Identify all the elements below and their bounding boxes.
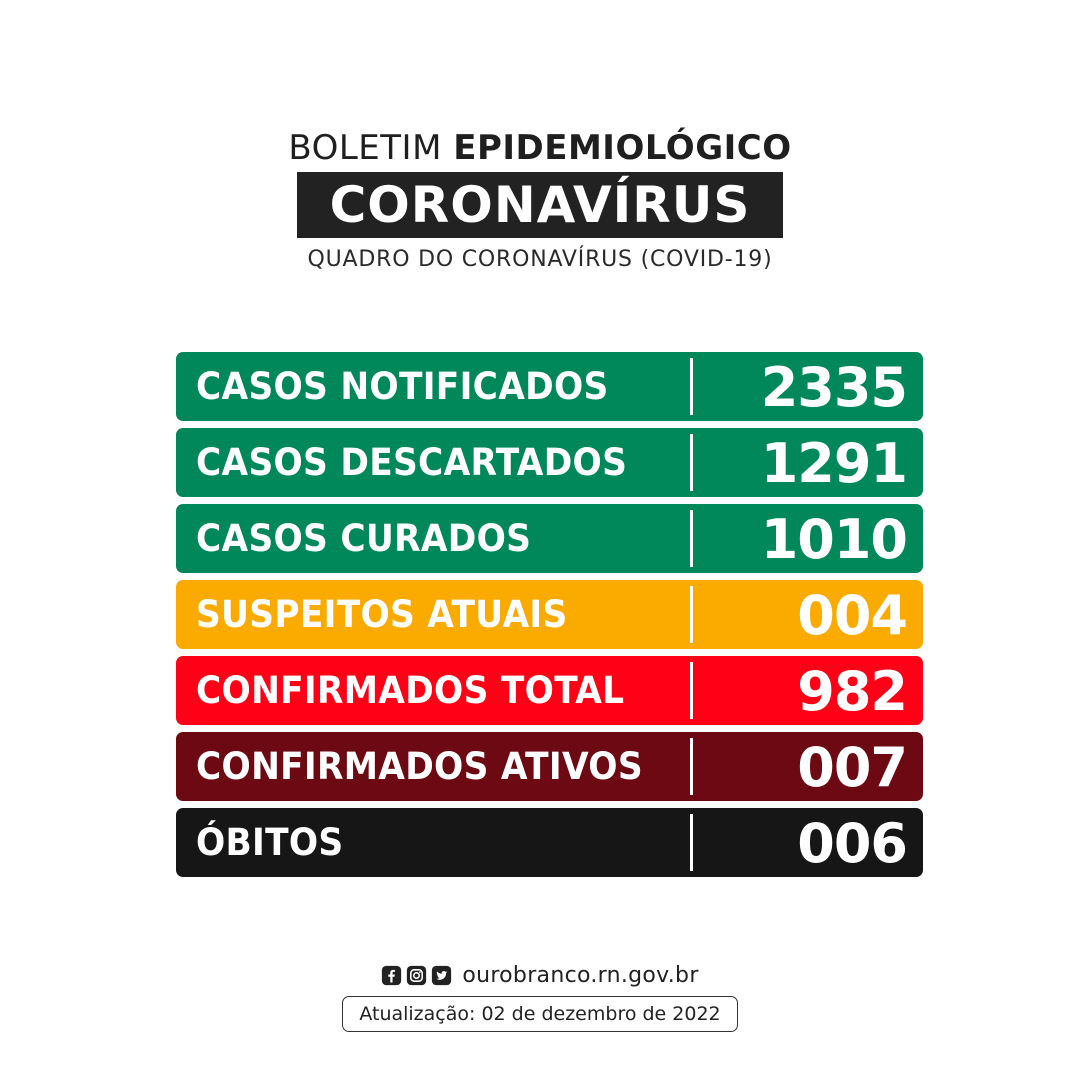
stat-value: 2335: [760, 356, 908, 419]
coronavirus-banner: CORONAVÍRUS: [297, 172, 783, 238]
stat-label: SUSPEITOS ATUAIS: [196, 593, 568, 636]
stat-divider: [690, 814, 693, 871]
stat-row-confirmados-ativos: CONFIRMADOS ATIVOS 007: [176, 732, 923, 801]
stat-value: 1010: [760, 508, 908, 571]
stat-divider: [690, 510, 693, 567]
stat-label: ÓBITOS: [196, 821, 344, 864]
stat-value: 007: [797, 736, 908, 799]
update-date: Atualização: 02 de dezembro de 2022: [342, 996, 738, 1032]
stat-divider: [690, 358, 693, 415]
stat-row-obitos: ÓBITOS 006: [176, 808, 923, 877]
stat-divider: [690, 434, 693, 491]
twitter-icon[interactable]: [431, 965, 452, 986]
stat-label: CASOS CURADOS: [196, 517, 532, 560]
stats-table: CASOS NOTIFICADOS 2335 CASOS DESCARTADOS…: [176, 352, 923, 884]
title-prefix: BOLETIM: [288, 128, 442, 168]
stat-label: CASOS DESCARTADOS: [196, 441, 628, 484]
stat-divider: [690, 662, 693, 719]
stat-row-casos-descartados: CASOS DESCARTADOS 1291: [176, 428, 923, 497]
stat-label: CASOS NOTIFICADOS: [196, 365, 609, 408]
stat-value: 004: [797, 584, 908, 647]
stat-row-suspeitos-atuais: SUSPEITOS ATUAIS 004: [176, 580, 923, 649]
stat-row-casos-curados: CASOS CURADOS 1010: [176, 504, 923, 573]
bulletin-title: BOLETIM EPIDEMIOLÓGICO: [0, 128, 1080, 168]
bulletin-header: BOLETIM EPIDEMIOLÓGICO CORONAVÍRUS QUADR…: [0, 128, 1080, 274]
bulletin-footer: ourobranco.rn.gov.br Atualização: 02 de …: [0, 960, 1080, 1032]
stat-divider: [690, 586, 693, 643]
social-line: ourobranco.rn.gov.br: [381, 960, 698, 990]
stat-label: CONFIRMADOS ATIVOS: [196, 745, 643, 788]
stat-value: 1291: [760, 432, 908, 495]
stat-value: 982: [797, 660, 908, 723]
stat-divider: [690, 738, 693, 795]
stat-label: CONFIRMADOS TOTAL: [196, 669, 625, 712]
stat-row-confirmados-total: CONFIRMADOS TOTAL 982: [176, 656, 923, 725]
website-link[interactable]: ourobranco.rn.gov.br: [462, 962, 699, 988]
stat-value: 006: [797, 812, 908, 875]
stat-row-casos-notificados: CASOS NOTIFICADOS 2335: [176, 352, 923, 421]
facebook-icon[interactable]: [381, 965, 402, 986]
bulletin-subtitle: QUADRO DO CORONAVÍRUS (COVID-19): [307, 247, 773, 272]
instagram-icon[interactable]: [406, 965, 427, 986]
title-bold: EPIDEMIOLÓGICO: [453, 128, 792, 168]
